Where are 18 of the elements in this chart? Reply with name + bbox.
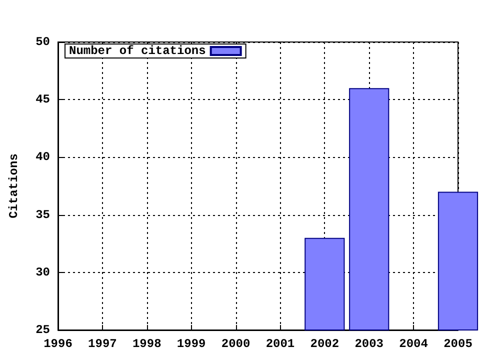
y-axis-title: Citations: [7, 154, 21, 218]
y-tick-label: 50: [36, 35, 50, 49]
x-tick-label: 2004: [399, 337, 428, 350]
x-tick-label: 2002: [310, 337, 340, 350]
x-tick-label: 1999: [176, 337, 206, 350]
x-tick-label: 1998: [132, 337, 162, 350]
legend-label: Number of citations: [68, 44, 206, 58]
y-tick-label: 40: [36, 150, 50, 164]
x-tick-label: 2000: [221, 337, 250, 350]
y-tick-label: 45: [36, 92, 50, 107]
x-tick-label: 2005: [444, 337, 472, 350]
y-tick-label: 25: [36, 323, 50, 337]
x-tick-label: 1996: [44, 337, 72, 350]
x-tick-label: 1997: [88, 337, 117, 350]
x-tick-label: 2001: [266, 337, 295, 350]
y-tick-label: 35: [36, 208, 50, 222]
y-tick-label: 30: [36, 265, 50, 280]
x-tick-label: 2003: [354, 337, 384, 350]
